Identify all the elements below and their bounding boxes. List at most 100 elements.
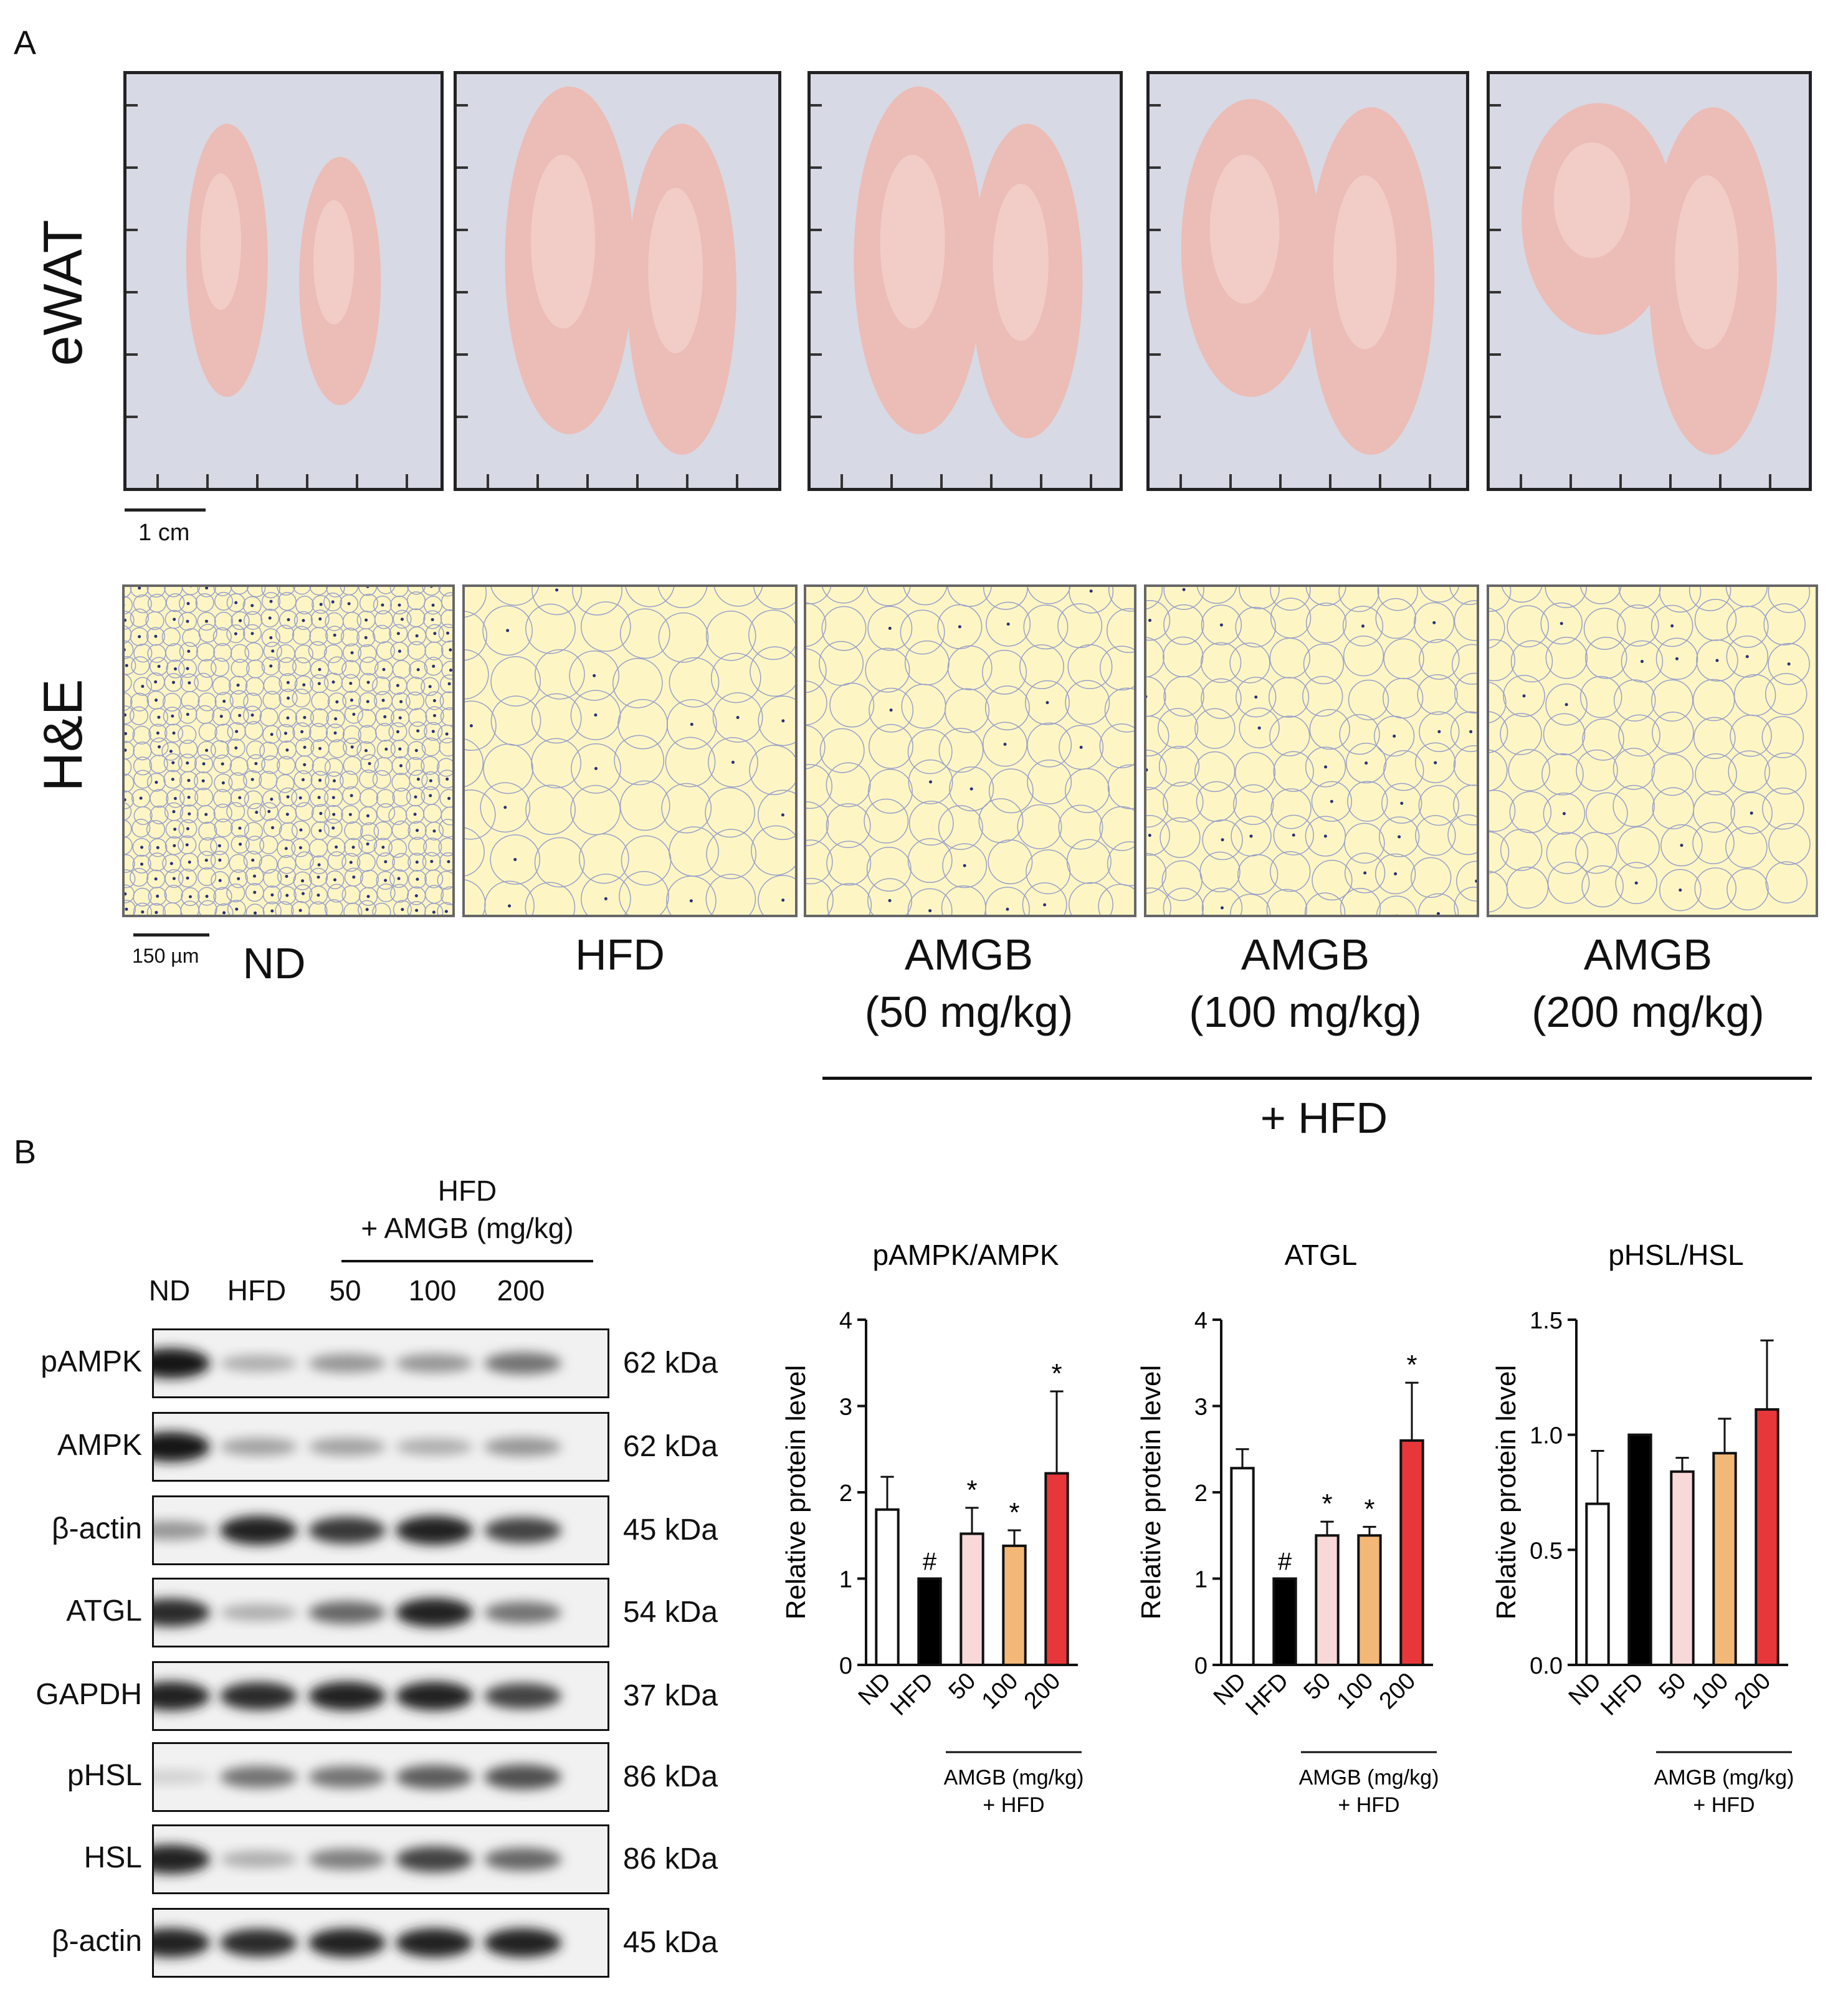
chart-title: pAMPK/AMPK: [872, 1239, 1059, 1271]
wb-protein-label: GAPDH: [36, 1678, 142, 1711]
x-tick-label: 100: [1687, 1668, 1734, 1715]
photo-scale-bar: [125, 508, 206, 512]
x-tick-label: 100: [977, 1668, 1024, 1715]
x-tick-label: 200: [1730, 1668, 1776, 1715]
hfd-bracket-line: [822, 1077, 1812, 1080]
wb-header-bracket: [341, 1260, 593, 1262]
wb-kda-label: 45 kDa: [623, 1926, 718, 1959]
photo-scale-label: 1 cm: [138, 520, 190, 546]
x-tick-label: 100: [1332, 1668, 1379, 1715]
wb-kda-label: 86 kDa: [623, 1760, 718, 1793]
significance-mark: *: [966, 1475, 977, 1505]
bracket-label: AMGB (mg/kg): [944, 1766, 1084, 1790]
significance-mark: #: [923, 1548, 937, 1576]
y-tick-label: 4: [839, 1308, 852, 1334]
he-histology-image: [1487, 584, 1818, 917]
y-axis-label: Relative protein level: [781, 1365, 811, 1619]
bar: [1712, 1452, 1737, 1666]
y-tick-label: 4: [1194, 1308, 1207, 1334]
bar-chart: ATGL Relative protein level 0 1 2 3 4 ND # HFD * 50…: [1134, 1227, 1483, 1826]
ewat-photo: [1146, 71, 1469, 491]
y-axis-label: Relative protein level: [1136, 1365, 1166, 1619]
bracket-label: AMGB (mg/kg): [1654, 1766, 1794, 1790]
group-label-amgb-100: AMGB (100 mg/kg): [1189, 930, 1422, 1036]
wb-protein-label: AMPK: [57, 1429, 142, 1462]
significance-mark: #: [1278, 1548, 1292, 1576]
bracket-label: + HFD: [1338, 1793, 1399, 1817]
wb-blot-strip: [152, 1824, 609, 1894]
wb-blot-strip: [152, 1661, 609, 1731]
bar: [1044, 1472, 1069, 1666]
ewat-photo: [807, 71, 1123, 491]
y-tick-label: 0.0: [1530, 1653, 1563, 1679]
panel-b-letter: B: [14, 1133, 37, 1171]
y-axis-label: Relative protein level: [1491, 1365, 1522, 1619]
group-label-amgb-200: AMGB (200 mg/kg): [1531, 930, 1765, 1036]
wb-blot-strip: [152, 1908, 609, 1978]
group-label-amgb-50: AMGB (50 mg/kg): [864, 930, 1074, 1036]
wb-kda-label: 62 kDa: [623, 1430, 718, 1463]
wb-protein-label: β-actin: [52, 1512, 142, 1545]
he-histology-image: [462, 584, 798, 917]
y-tick-label: 1: [839, 1567, 852, 1593]
bar: [1002, 1544, 1027, 1666]
x-tick-label: 50: [1654, 1668, 1692, 1705]
y-tick-label: 1.0: [1530, 1423, 1563, 1449]
bracket-label: + HFD: [1693, 1793, 1755, 1817]
x-tick-label: HFD: [1241, 1668, 1293, 1721]
bar: [1399, 1439, 1424, 1666]
bar: [1627, 1433, 1652, 1666]
x-tick-label: HFD: [1596, 1668, 1649, 1721]
wb-kda-label: 62 kDa: [623, 1347, 718, 1380]
bar: [1230, 1467, 1255, 1666]
wb-lane-label: 200: [497, 1274, 545, 1307]
row-label-ewat: eWAT: [32, 219, 93, 366]
significance-mark: *: [1009, 1497, 1019, 1528]
hfd-bracket-label: + HFD: [1260, 1094, 1388, 1142]
bar: [875, 1508, 900, 1667]
bar: [1585, 1502, 1610, 1666]
histo-scale-label: 150 µm: [132, 945, 199, 967]
bar: [1670, 1470, 1695, 1666]
significance-mark: *: [1051, 1358, 1062, 1389]
wb-blot-strip: [152, 1742, 609, 1812]
panel-a-letter: A: [14, 24, 37, 62]
bracket-label: + HFD: [983, 1793, 1044, 1817]
bar: [1357, 1534, 1382, 1666]
y-tick-label: 0: [839, 1653, 852, 1679]
y-tick-label: 0.5: [1530, 1538, 1563, 1564]
y-tick-label: 3: [839, 1394, 852, 1421]
wb-blot-strip: [152, 1578, 609, 1647]
wb-protein-label: β-actin: [52, 1925, 142, 1958]
he-histology-image: [804, 584, 1136, 917]
y-tick-label: 2: [839, 1480, 852, 1507]
x-tick-label: 200: [1019, 1668, 1066, 1715]
y-tick-label: 2: [1194, 1480, 1207, 1507]
chart-title: pHSL/HSL: [1608, 1239, 1743, 1271]
group-label-hfd: HFD: [575, 930, 665, 979]
x-tick-label: 50: [1299, 1668, 1336, 1705]
wb-header-hfd: HFD: [437, 1175, 497, 1207]
y-tick-label: 0: [1194, 1653, 1207, 1679]
wb-protein-label: pHSL: [67, 1759, 142, 1792]
he-histology-image: [1144, 584, 1479, 917]
wb-lane-label: 100: [408, 1274, 457, 1307]
wb-lane-label: 50: [329, 1274, 361, 1307]
y-tick-label: 3: [1194, 1394, 1207, 1421]
bar-chart: pAMPK/AMPK Relative protein level 0 1 2 3 4 ND #…: [779, 1227, 1128, 1826]
bar: [1315, 1534, 1340, 1666]
wb-kda-label: 45 kDa: [623, 1513, 718, 1547]
bar: [1755, 1408, 1779, 1666]
x-tick-label: 50: [944, 1668, 981, 1705]
ewat-photo: [454, 71, 781, 491]
significance-mark: *: [1406, 1350, 1417, 1380]
wb-kda-label: 37 kDa: [623, 1679, 718, 1712]
ewat-photo: [1487, 71, 1812, 491]
wb-protein-label: HSL: [83, 1841, 142, 1874]
wb-blot-strip: [152, 1328, 609, 1398]
x-tick-label: 200: [1374, 1668, 1421, 1715]
wb-kda-label: 86 kDa: [623, 1842, 718, 1876]
y-tick-label: 1.5: [1530, 1308, 1563, 1334]
bracket-label: AMGB (mg/kg): [1299, 1766, 1439, 1790]
group-label-nd: ND: [242, 939, 306, 988]
